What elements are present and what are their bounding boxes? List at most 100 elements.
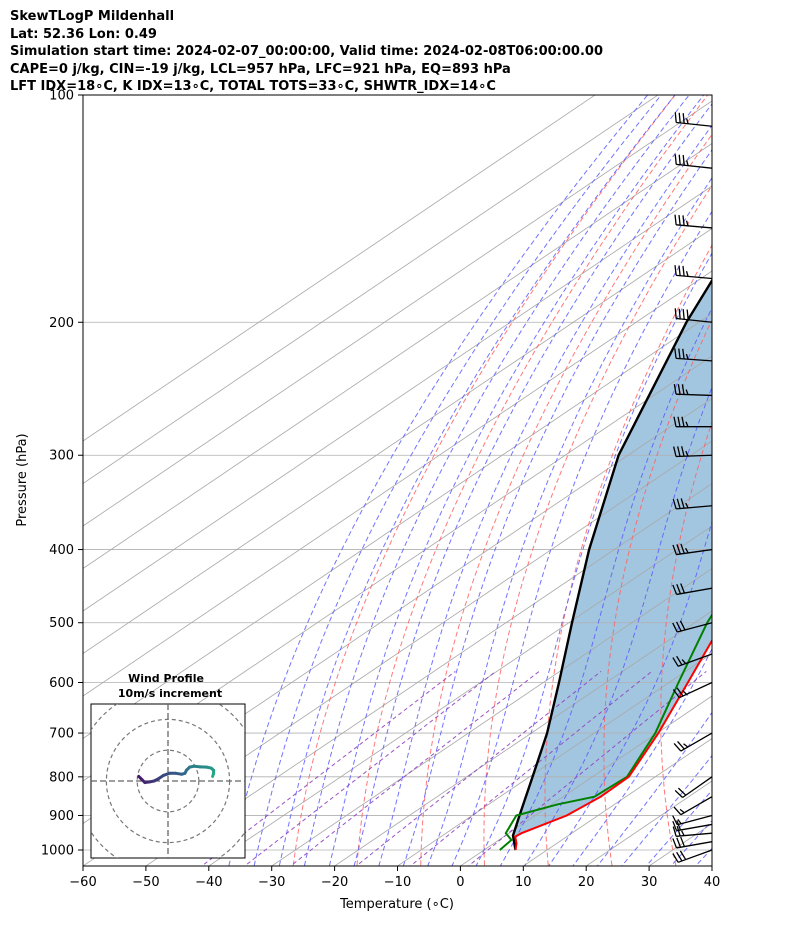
- x-tick-label: 0: [456, 875, 464, 890]
- y-tick-label: 600: [49, 676, 74, 691]
- x-tick-label: −10: [384, 875, 411, 890]
- wind-barb-flag: [682, 348, 685, 360]
- wind-barb-flag: [681, 446, 685, 457]
- wind-barb: [674, 348, 713, 362]
- wind-barb-flag: [679, 620, 686, 631]
- y-axis-label: Pressure (hPa): [15, 433, 30, 526]
- wind-barb-flag: [685, 389, 689, 395]
- hodograph-ring: [136, 749, 200, 813]
- wind-barb-flag: [674, 348, 677, 359]
- wind-barb-staff: [680, 796, 713, 816]
- dry-adiabat-line: [603, 318, 712, 866]
- wind-barb-flag: [672, 853, 679, 863]
- wind-barb-flag: [674, 214, 677, 225]
- moist-adiabat-line: [278, 95, 676, 866]
- wind-barb-flag: [682, 265, 685, 277]
- wind-barb: [674, 308, 713, 323]
- wind-barb-flag: [677, 787, 687, 796]
- wind-barb-flag: [681, 830, 685, 836]
- wind-barb-flag: [676, 498, 681, 509]
- isotherm-line: [83, 440, 712, 866]
- isotherm-line: [396, 653, 712, 866]
- dry-adiabat-line: [544, 244, 712, 866]
- wind-barb: [672, 543, 713, 556]
- y-tick-label: 800: [49, 770, 74, 785]
- wind-barb: [674, 112, 713, 127]
- wind-barb-flag: [673, 806, 682, 816]
- y-tick-label: 500: [49, 616, 74, 631]
- moist-adiabat-line: [475, 252, 712, 866]
- moist-adiabat-line: [670, 819, 712, 866]
- wind-barb: [672, 653, 713, 667]
- wind-barb-flag: [682, 113, 685, 124]
- isotherm-line: [459, 695, 712, 866]
- wind-barb-flag: [674, 789, 683, 798]
- chart-header: SkewTLogP Mildenhall Lat: 52.36 Lon: 0.4…: [10, 8, 790, 96]
- x-tick-label: 20: [578, 875, 595, 890]
- wind-barb-flag: [677, 446, 681, 457]
- wind-barb-flag: [677, 384, 681, 395]
- wind-barb-staff: [675, 454, 713, 458]
- wind-barb-flag: [682, 215, 685, 226]
- parcel-profile-line: [511, 278, 712, 851]
- isotherm-line: [83, 185, 712, 612]
- wind-barb: [672, 814, 713, 826]
- wind-barb-staff: [676, 224, 713, 229]
- wind-barb-flag: [677, 416, 681, 427]
- dry-adiabat-line: [420, 133, 712, 866]
- wind-barb-flag: [678, 214, 681, 226]
- wind-barb-flag: [672, 657, 679, 667]
- stability-line: CAPE=0 j/kg, CIN=-19 j/kg, LCL=957 hPa, …: [10, 61, 511, 77]
- wind-barb-flag: [674, 154, 677, 165]
- wind-barb-flag: [683, 743, 689, 748]
- wind-barb-flag: [678, 112, 681, 123]
- wind-barb-staff: [676, 548, 713, 556]
- wind-barb-flag: [682, 309, 685, 320]
- wind-barb-staff: [680, 732, 713, 752]
- moist-adiabat-line: [596, 711, 712, 866]
- isotherm-line: [83, 228, 712, 654]
- dry-adiabat-line: [769, 95, 794, 881]
- wind-barb-flag: [676, 820, 682, 831]
- wind-barb-flag: [676, 655, 683, 666]
- wind-barb-flag: [680, 498, 685, 509]
- moist-adiabat-line: [228, 95, 648, 866]
- wind-barb-flag: [682, 155, 685, 166]
- wind-barb-flag: [678, 308, 681, 319]
- x-tick-label: −30: [258, 875, 285, 890]
- wind-barb-staff: [676, 163, 713, 169]
- moist-adiabat-line: [548, 520, 712, 866]
- time-line: Simulation start time: 2024-02-07_00:00:…: [10, 44, 603, 59]
- wind-barb-flag: [672, 820, 678, 831]
- wind-barb: [674, 214, 713, 229]
- wind-barb-flag: [674, 265, 677, 276]
- isotherm-line: [83, 143, 712, 569]
- mixing-ratio-line: [409, 671, 653, 866]
- wind-barb: [672, 836, 713, 849]
- dry-adiabats: [292, 95, 794, 881]
- mixing-ratio-line: [289, 671, 540, 866]
- axis-ticks: −60 −50 −40 −30 −20 −10 0 10 20 30 40 1000 900 800 700…: [41, 89, 720, 891]
- dry-adiabat-line: [483, 184, 712, 866]
- wind-barb-flag: [685, 220, 689, 227]
- isotherm-line: [208, 525, 712, 866]
- wind-barb-staff: [676, 832, 713, 837]
- wind-barb-flag: [681, 659, 687, 664]
- isotherm-line: [145, 483, 712, 866]
- wind-barbs: [672, 112, 713, 863]
- wind-barb-flag: [686, 160, 689, 166]
- x-axis-label: Temperature (∘C): [339, 897, 454, 912]
- wind-barb-flag: [676, 826, 681, 837]
- wind-barb-flag: [674, 112, 677, 123]
- y-tick-label: 200: [49, 316, 74, 331]
- y-tick-label: 900: [49, 809, 74, 824]
- wind-barb-flag: [672, 815, 678, 826]
- wind-barb-flag: [678, 348, 681, 359]
- wind-barb-flag: [677, 819, 682, 825]
- isotherm-line: [522, 738, 712, 866]
- wind-barb-flag: [672, 544, 677, 555]
- dry-adiabat-line: [660, 420, 712, 866]
- wind-barb: [672, 820, 713, 832]
- wind-barb-flag: [674, 308, 677, 319]
